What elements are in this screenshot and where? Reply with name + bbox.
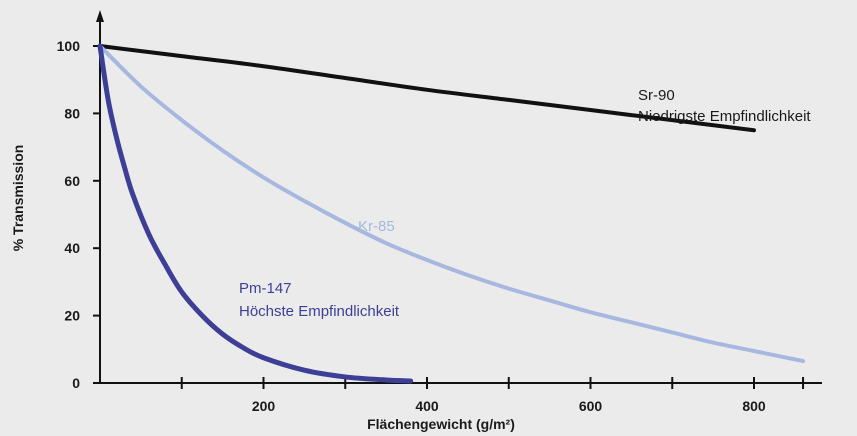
series-line-pm147 bbox=[97, 43, 414, 384]
y-axis-arrow bbox=[96, 10, 104, 22]
x-tick-label: 400 bbox=[415, 398, 439, 414]
x-tick-label: 600 bbox=[579, 398, 603, 414]
y-tick-label: 40 bbox=[64, 240, 80, 256]
sr90-name-label: Sr-90 bbox=[638, 87, 675, 104]
y-tick-label: 20 bbox=[64, 308, 80, 324]
series-line-kr85 bbox=[98, 44, 806, 364]
series-line-sr90 bbox=[98, 44, 756, 133]
annotations: Sr-90 Niedrigste Empfindlichkeit Kr-85 P… bbox=[239, 87, 811, 320]
y-tick-label: 0 bbox=[72, 375, 80, 391]
x-tick-label: 200 bbox=[252, 398, 276, 414]
x-axis-title: Flächengewicht (g/m²) bbox=[367, 416, 515, 432]
sr90-desc-label: Niedrigste Empfindlichkeit bbox=[638, 108, 811, 125]
pm147-desc-label: Höchste Empfindlichkeit bbox=[239, 303, 400, 320]
kr85-name-label: Kr-85 bbox=[358, 218, 395, 235]
axes bbox=[96, 10, 822, 384]
x-tick-label: 800 bbox=[742, 398, 766, 414]
pm147-name-label: Pm-147 bbox=[239, 280, 292, 297]
y-tick-label: 80 bbox=[64, 105, 80, 121]
y-axis-title: % Transmission bbox=[10, 145, 26, 252]
series bbox=[97, 43, 806, 384]
y-tick-label: 100 bbox=[57, 38, 81, 54]
ticks: 200 400 600 800 0 20 40 60 80 100 bbox=[57, 38, 805, 414]
y-tick-label: 60 bbox=[64, 173, 80, 189]
